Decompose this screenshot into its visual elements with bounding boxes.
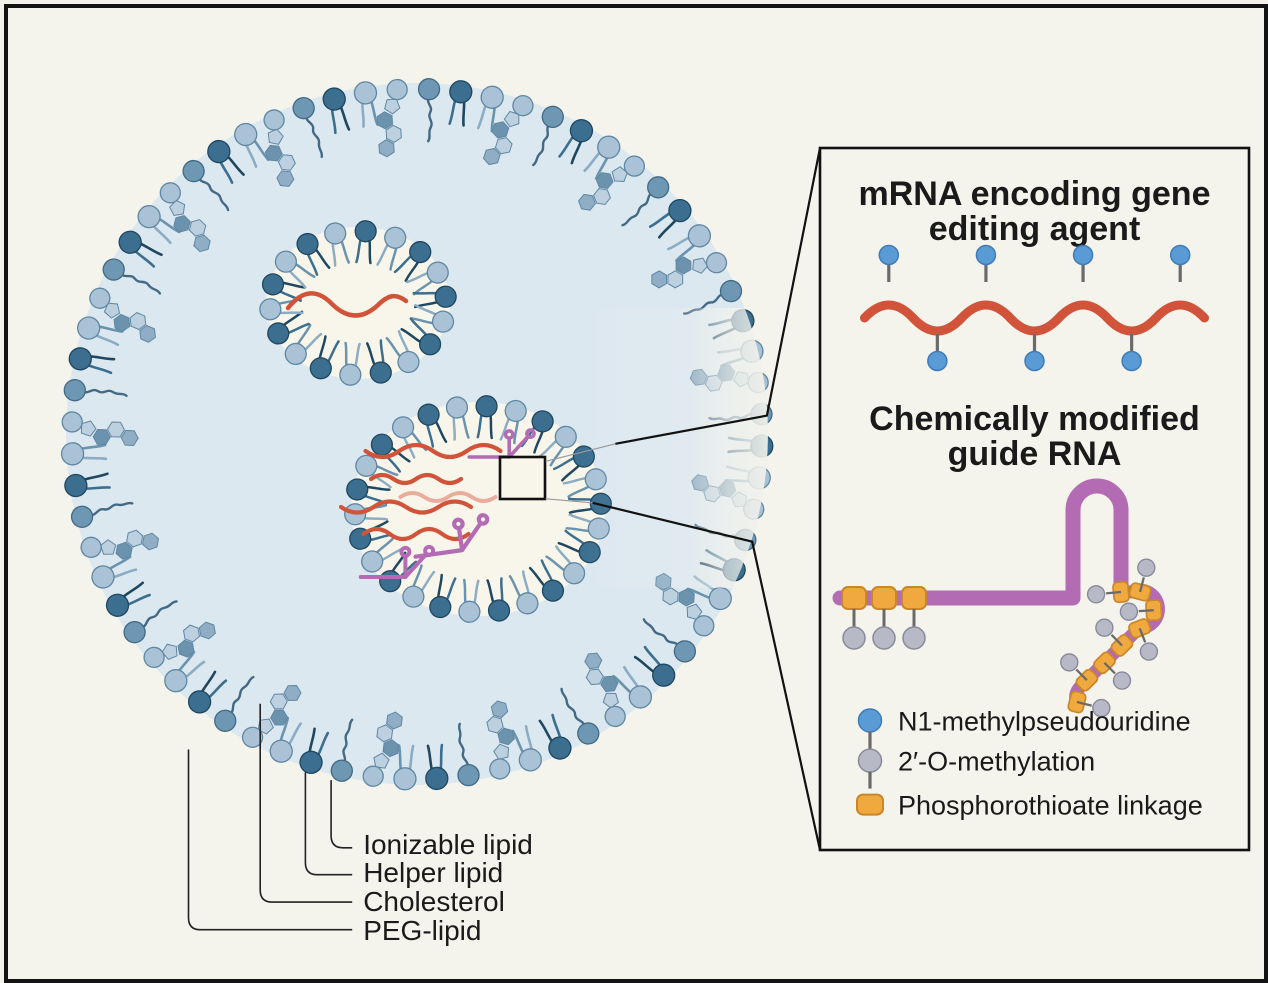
svg-text:PEG-lipid: PEG-lipid: [363, 915, 481, 946]
svg-text:Helper lipid: Helper lipid: [363, 857, 503, 888]
svg-text:guide RNA: guide RNA: [948, 435, 1122, 473]
svg-text:Phosphorothioate linkage: Phosphorothioate linkage: [898, 791, 1203, 821]
svg-text:N1-methylpseudouridine: N1-methylpseudouridine: [898, 707, 1191, 737]
svg-text:mRNA encoding gene: mRNA encoding gene: [859, 175, 1211, 213]
svg-text:2′-O-methylation: 2′-O-methylation: [898, 747, 1095, 777]
svg-text:Ionizable lipid: Ionizable lipid: [363, 829, 533, 860]
svg-text:Cholesterol: Cholesterol: [363, 886, 505, 917]
svg-text:Chemically modified: Chemically modified: [869, 400, 1200, 438]
svg-text:editing agent: editing agent: [929, 210, 1141, 248]
